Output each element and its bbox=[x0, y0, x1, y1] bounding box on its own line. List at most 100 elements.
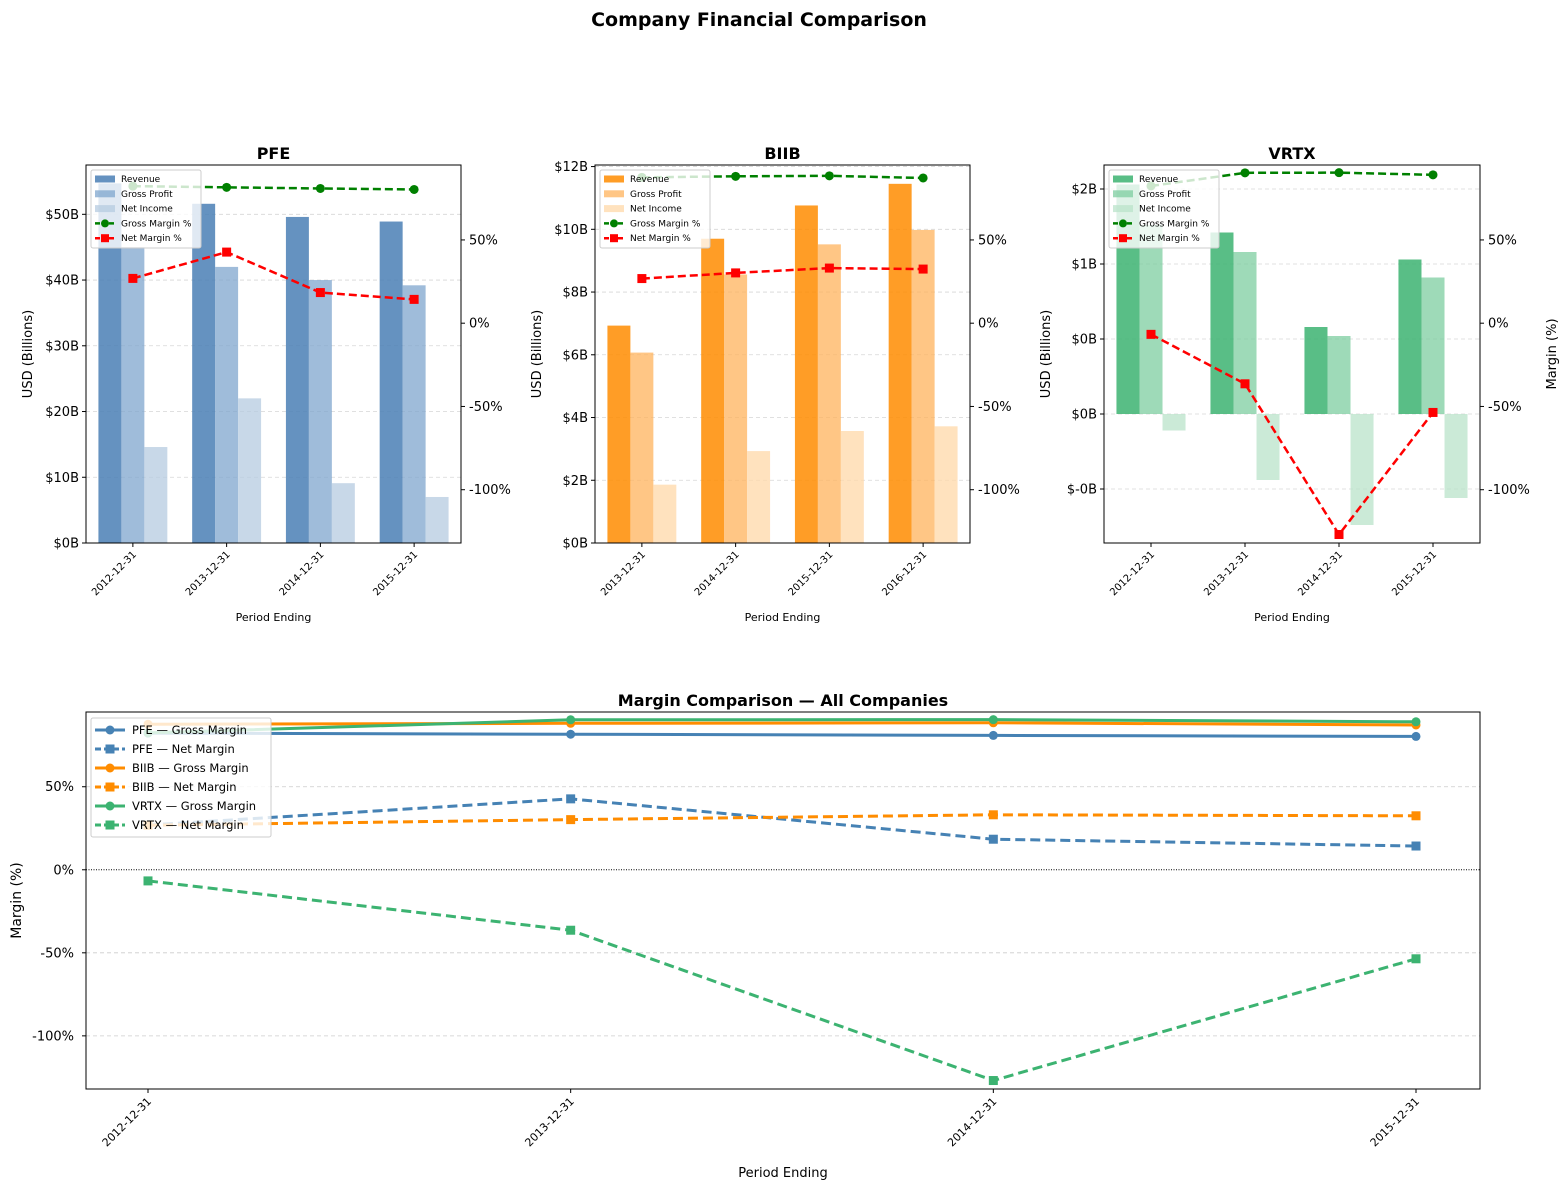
gross-margin-point bbox=[1240, 168, 1250, 178]
legend-label: PFE — Net Margin bbox=[132, 742, 235, 756]
net-income-bar bbox=[1444, 414, 1468, 498]
net-margin-point bbox=[315, 288, 325, 298]
revenue-bar bbox=[1210, 232, 1234, 414]
legend-swatch bbox=[604, 175, 624, 183]
gross-margin-point bbox=[918, 173, 928, 183]
revenue-bar bbox=[1304, 327, 1328, 414]
x-tick-label: 2015-12-31 bbox=[787, 549, 836, 598]
legend-marker bbox=[610, 234, 618, 243]
net-margin-line bbox=[132, 250, 415, 301]
y-tick-label: $-0B bbox=[1067, 483, 1097, 498]
y2-tick-label: -50% bbox=[978, 400, 1012, 415]
pfe-gross-margin-point bbox=[566, 729, 576, 739]
net-income-bar bbox=[144, 447, 168, 543]
gross-margin-point bbox=[824, 171, 834, 181]
biib-net-margin-point bbox=[988, 810, 998, 820]
legend-box bbox=[90, 169, 202, 249]
vrtx-net-margin-point bbox=[143, 876, 153, 886]
subplot-title: BIIB bbox=[764, 144, 800, 163]
net-margin-point bbox=[409, 294, 419, 304]
net-margin-point bbox=[1428, 407, 1438, 417]
y2-tick-label: 50% bbox=[469, 233, 498, 248]
y2-tick-label: 0% bbox=[469, 317, 490, 332]
y-axis-label: Margin (%) bbox=[9, 862, 25, 939]
gross-margin-point bbox=[1334, 168, 1344, 178]
legend-marker bbox=[610, 219, 618, 228]
legend-label: Net Margin % bbox=[1139, 234, 1200, 244]
gross-profit-bar bbox=[630, 352, 654, 543]
y-axis-label: USD (Billions) bbox=[1039, 310, 1054, 398]
pfe-net-margin-point bbox=[988, 834, 998, 844]
vrtx-gross-margin-point bbox=[566, 715, 576, 725]
pfe-gross-margin-point bbox=[988, 730, 998, 740]
x-tick-label: 2013-12-31 bbox=[1202, 549, 1251, 598]
gross-margin-point bbox=[1428, 170, 1438, 180]
legend-label: Gross Profit bbox=[1139, 190, 1191, 200]
x-tick-label: 2015-12-31 bbox=[371, 549, 420, 598]
y2-axis-label: Margin (%) bbox=[1545, 318, 1560, 389]
x-tick-label: 2013-12-31 bbox=[184, 549, 233, 598]
axes-frame bbox=[85, 711, 1481, 1090]
net-income-bar bbox=[1256, 414, 1280, 480]
net-margin-point bbox=[1334, 530, 1344, 540]
legend: Revenue Gross Profit Net Income Gross Margi… bbox=[599, 169, 711, 249]
x-tick-label: 2013-12-31 bbox=[599, 549, 648, 598]
legend-label: Net Income bbox=[1139, 205, 1191, 215]
legend: PFE — Gross Margin PFE — Net Margin BIIB —… bbox=[90, 717, 272, 838]
legend-label: Gross Profit bbox=[121, 190, 173, 200]
legend-box bbox=[90, 717, 272, 838]
biib-net-margin-point bbox=[566, 815, 576, 825]
y-tick-label: -100% bbox=[32, 1029, 74, 1044]
gross-margin-line bbox=[1150, 171, 1434, 188]
legend-swatch bbox=[95, 205, 115, 213]
vrtx-gross-margin-point bbox=[988, 715, 998, 725]
revenue-bar bbox=[607, 325, 631, 543]
y2-tick-label: -50% bbox=[469, 400, 503, 415]
y-tick-label: $8B bbox=[563, 286, 588, 301]
gross-profit-bar bbox=[215, 266, 239, 543]
x-tick-label: 2016-12-31 bbox=[880, 549, 929, 598]
gross-profit-bar bbox=[308, 280, 332, 543]
revenue-bar bbox=[98, 183, 122, 543]
net-margin-point bbox=[1240, 379, 1250, 389]
net-margin-point bbox=[824, 263, 834, 273]
y-tick-label: $0B bbox=[54, 537, 79, 552]
gross-profit-bar bbox=[121, 247, 145, 543]
x-tick-label: 2012-12-31 bbox=[90, 549, 139, 598]
net-margin-point bbox=[222, 247, 232, 257]
y-tick-label: $2B bbox=[1072, 183, 1097, 198]
legend-label: Revenue bbox=[630, 175, 670, 185]
net-income-bar bbox=[934, 426, 958, 543]
gross-margin-line bbox=[641, 174, 924, 180]
y-tick-label: $0B bbox=[563, 537, 588, 552]
net-income-bar bbox=[1162, 414, 1186, 431]
legend-label: Net Margin % bbox=[630, 234, 691, 244]
legend-swatch bbox=[604, 205, 624, 213]
vrtx-gross-margin-line bbox=[147, 718, 1417, 735]
subplot-title: VRTX bbox=[1268, 144, 1316, 163]
gross-profit-bar bbox=[911, 229, 935, 543]
y2-tick-label: 0% bbox=[978, 317, 999, 332]
vrtx-net-margin-line bbox=[147, 879, 1417, 1083]
x-tick-label: 2012-12-31 bbox=[100, 1095, 154, 1149]
legend-marker bbox=[105, 820, 115, 830]
legend-box bbox=[599, 169, 711, 249]
y-axis-label: USD (Billions) bbox=[21, 310, 36, 398]
legend-label: Revenue bbox=[121, 175, 161, 185]
legend-swatch bbox=[1113, 190, 1133, 198]
gross-profit-bar bbox=[724, 274, 748, 543]
vrtx-net-margin-point bbox=[1411, 954, 1421, 964]
legend-label: Net Income bbox=[121, 205, 173, 215]
x-axis-label: Period Ending bbox=[236, 611, 312, 624]
legend-marker bbox=[105, 782, 115, 792]
y2-tick-label: -100% bbox=[469, 483, 511, 498]
legend-swatch bbox=[1113, 175, 1133, 183]
legend-box bbox=[1108, 169, 1220, 249]
subplot-pfe: $0B $10B $20B $30B $40B $50B -100% -50% 0% 50% 201… bbox=[21, 144, 511, 624]
legend-marker bbox=[101, 234, 109, 243]
legend-marker bbox=[1119, 219, 1127, 228]
net-income-bar bbox=[840, 431, 864, 543]
net-margin-line bbox=[1150, 333, 1434, 537]
y-tick-label: $2B bbox=[563, 474, 588, 489]
revenue-bar bbox=[1398, 259, 1422, 414]
